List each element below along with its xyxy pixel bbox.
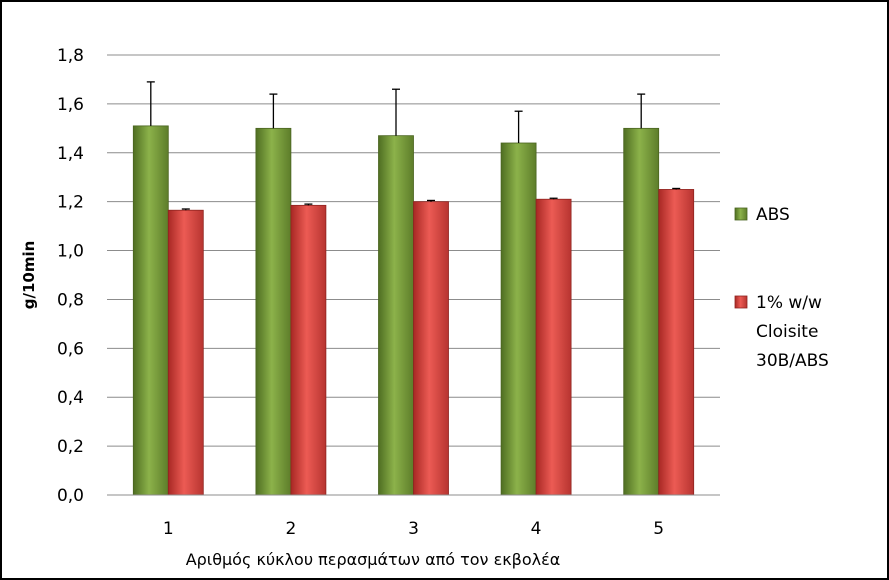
bar-abs-5 — [623, 127, 660, 496]
y-axis-title: g/10min — [20, 241, 38, 310]
y-tick-label: 0,6 — [57, 339, 84, 359]
y-tick-label: 1,0 — [57, 242, 84, 262]
y-tick-label: 0,2 — [57, 437, 84, 457]
y-tick-label: 1,2 — [57, 193, 84, 213]
bar-abs-2 — [255, 127, 292, 496]
y-tick-label: 1,4 — [57, 144, 84, 164]
bars — [132, 125, 695, 496]
bar-abs-1 — [132, 125, 169, 496]
bar-abs-4 — [500, 142, 537, 496]
x-tick-label: 1 — [163, 519, 174, 539]
legend-swatch — [734, 295, 748, 309]
x-tick-label: 2 — [285, 519, 296, 539]
x-tick-labels: 1 2 3 4 5 — [163, 519, 664, 539]
x-axis-title: Αριθμός κύκλου περασμάτων από τον εκβολέ… — [186, 550, 561, 569]
y-tick-label: 1,6 — [57, 95, 84, 115]
bar-cloisite-4 — [535, 198, 572, 496]
y-tick-label: 0,4 — [57, 388, 84, 408]
y-tick-labels: 0,0 0,2 0,4 0,6 0,8 1,0 1,2 1,4 1,6 1,8 — [57, 46, 84, 506]
bar-cloisite-2 — [290, 204, 327, 496]
legend-label: 1% w/w — [756, 293, 822, 313]
legend: ABS 1% w/w Cloisite 30B/ABS — [734, 205, 829, 371]
x-tick-label: 5 — [653, 519, 664, 539]
bar-cloisite-5 — [658, 189, 695, 496]
legend-label: ABS — [756, 205, 790, 225]
y-tick-label: 1,8 — [57, 46, 84, 66]
bar-abs-3 — [378, 135, 414, 496]
x-tick-label: 3 — [408, 519, 419, 539]
legend-label: 30B/ABS — [756, 351, 829, 371]
y-tick-label: 0,0 — [57, 486, 84, 506]
bar-cloisite-3 — [413, 201, 449, 496]
legend-swatch — [734, 207, 748, 221]
legend-label: Cloisite — [756, 322, 818, 342]
y-tick-label: 0,8 — [57, 290, 84, 310]
x-tick-label: 4 — [531, 519, 542, 539]
bar-cloisite-1 — [167, 209, 204, 496]
error-bars — [146, 81, 681, 211]
